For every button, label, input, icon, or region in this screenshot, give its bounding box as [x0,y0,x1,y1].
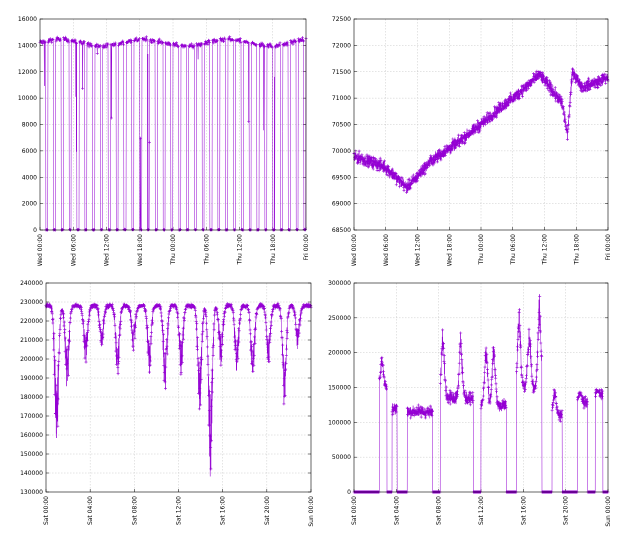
chart-3-ytick-label: 190000 [20,375,43,382]
chart-2-xtick-label: Thu 00:00 [478,234,485,266]
chart-2-xtick-label: Thu 12:00 [542,234,549,266]
chart-3-ytick-label: 170000 [20,413,43,420]
chart-3-ytick-label: 160000 [20,432,43,439]
chart-3-ytick-label: 240000 [20,280,43,287]
chart-2-ytick-label: 71500 [332,69,351,76]
chart-4-ytick-label: 50000 [332,454,351,461]
chart-3-xtick-label: Sun 00:00 [308,496,315,527]
chart-2-xtick-label: Fri 00:00 [605,234,612,261]
chart-2-xtick-label: Wed 18:00 [446,234,453,266]
chart-3-xtick-label: Sat 16:00 [220,496,227,525]
chart-1: 0 2000 4000 6000 8000 10000 12000 14000 16000 Wed… [18,16,310,266]
chart-1-xtick-label: Fri 00:00 [303,234,310,261]
chart-1-xtick-label: Wed 06:00 [70,234,77,266]
chart-1-ytick-label: 12000 [18,69,37,76]
chart-4-ytick-label: 0 [347,489,351,496]
chart-4-xtick-label: Sat 00:00 [351,496,358,525]
chart-1-ytick-label: 16000 [18,16,37,23]
chart-3-ytick-label: 140000 [20,470,43,477]
chart-2-xtick-label: Wed 12:00 [415,234,422,266]
chart-2-xtick-label: Thu 18:00 [573,234,580,266]
chart-3-plot-frame [45,282,312,493]
chart-1-xtick-label: Wed 00:00 [37,234,44,266]
chart-1-ytick-label: 10000 [18,95,37,102]
chart-3-ytick-label: 130000 [20,489,43,496]
chart-2-ytick-label: 70500 [332,122,351,129]
chart-1-ytick-label: 4000 [22,174,37,181]
chart-1-ytick-label: 2000 [22,201,37,208]
chart-2: 68500 69000 69500 70000 70500 71000 71500 72000… [332,16,612,266]
chart-3-xtick-label: Sat 08:00 [131,496,138,525]
chart-1-xtick-label: Thu 12:00 [237,234,244,266]
chart-2-ytick-label: 72500 [332,16,351,23]
chart-4-plot-frame [353,282,609,493]
chart-2-xtick-label: Wed 00:00 [351,234,358,266]
chart-1-ytick-label: 14000 [18,42,37,49]
chart-4-xtick-label: Sat 20:00 [563,496,570,525]
chart-2-xtick-label: Thu 06:00 [510,234,517,266]
chart-2-ytick-label: 72000 [332,42,351,49]
chart-3-ytick-label: 200000 [20,356,43,363]
chart-2-ytick-label: 71000 [332,95,351,102]
chart-4: 0 50000 100000 150000 200000 250000 300000 Sat … [328,280,612,527]
chart-4-ytick-label: 300000 [328,280,351,287]
chart-3-xtick-label: Sat 12:00 [176,496,183,525]
chart-1-xtick-label: Thu 06:00 [203,234,210,266]
chart-4-xtick-label: Sat 04:00 [393,496,400,525]
chart-3-ytick-label: 220000 [20,318,43,325]
chart-4-ytick-label: 100000 [328,419,351,426]
chart-4-ytick-label: 200000 [328,350,351,357]
chart-3-series-line [45,303,312,477]
chart-2-ytick-label: 68500 [332,227,351,234]
chart-1-ytick-label: 6000 [22,148,37,155]
chart-4-series-line [354,294,608,493]
chart-3-ytick-label: 230000 [20,299,43,306]
chart-4-ytick-label: 250000 [328,315,351,322]
chart-1-xtick-label: Thu 00:00 [170,234,177,266]
chart-3-xtick-label: Sat 00:00 [43,496,50,525]
chart-3-xtick-label: Sat 04:00 [87,496,94,525]
chart-2-ytick-label: 69500 [332,174,351,181]
chart-1-xtick-label: Wed 12:00 [104,234,111,266]
chart-3: 130000 140000 150000 160000 170000 180000 1900… [20,280,315,527]
chart-2-ytick-label: 70000 [332,148,351,155]
chart-3-xtick-label: Sat 20:00 [264,496,271,525]
chart-4-ytick-label: 150000 [328,385,351,392]
chart-1-plot-frame [39,18,307,231]
chart-1-xtick-label: Thu 18:00 [270,234,277,266]
chart-2-plot-frame [353,18,609,231]
chart-1-ytick-label: 0 [33,227,37,234]
chart-2-xtick-label: Wed 06:00 [383,234,390,266]
chart-4-xtick-label: Sat 08:00 [436,496,443,525]
chart-1-series-line [39,36,307,231]
chart-1-xtick-label: Wed 18:00 [137,234,144,266]
chart-1-ytick-label: 8000 [22,122,37,129]
chart-3-ytick-label: 210000 [20,337,43,344]
chart-2-ytick-label: 69000 [332,201,351,208]
chart-4-xtick-label: Sun 00:00 [605,496,612,527]
chart-4-xtick-label: Sat 16:00 [520,496,527,525]
chart-4-xtick-label: Sat 12:00 [478,496,485,525]
chart-3-ytick-label: 150000 [20,451,43,458]
chart-3-ytick-label: 180000 [20,394,43,401]
